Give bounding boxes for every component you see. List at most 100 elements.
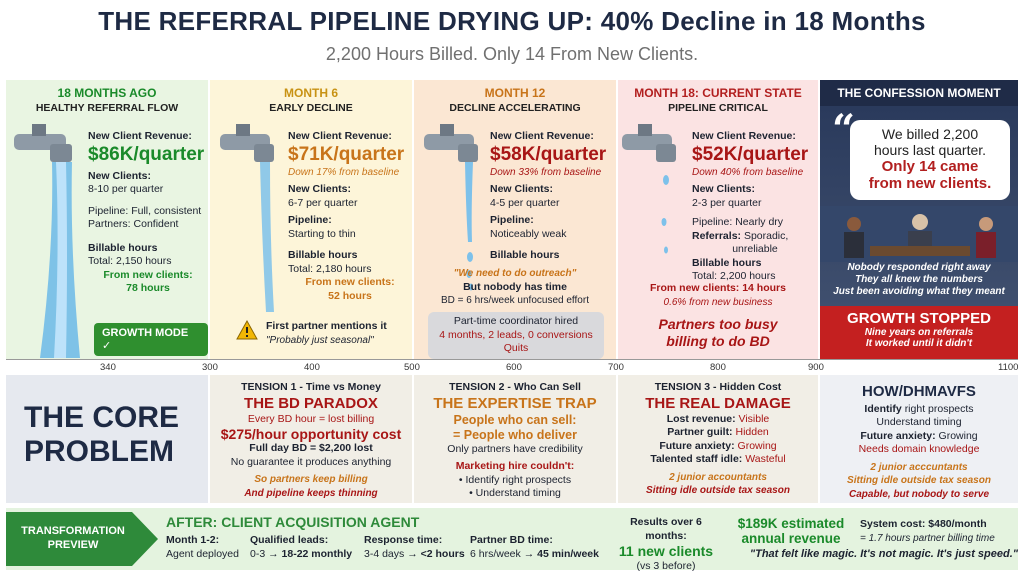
- arrow-line-2: PREVIEW: [47, 539, 99, 551]
- transformation-title: AFTER: CLIENT ACQUISITION AGENT: [166, 514, 420, 530]
- results-sub: (vs 3 before): [636, 560, 696, 572]
- bd-text: BD = 6 hrs/week unfocused effort: [441, 295, 589, 306]
- speech-bubble: We billed 2,200 hours last quarter. Only…: [850, 120, 1010, 200]
- timeline-axis: [6, 359, 1018, 360]
- referrals-label: Referrals:: [692, 229, 742, 242]
- response-after: <2 hours: [420, 547, 465, 560]
- revenue-label: New Client Revenue:: [288, 130, 392, 142]
- revenue-value: $52K/quarter: [692, 143, 809, 165]
- warning-text: First partner mentions it: [266, 320, 387, 332]
- warning-icon: [236, 320, 258, 340]
- growth-stopped-box: GROWTH STOPPED Nine years on referrals I…: [820, 306, 1018, 360]
- panel-subtitle: EARLY DECLINE: [269, 102, 353, 114]
- tension-line-3: Only partners have credibility: [447, 442, 583, 455]
- caption-3: Just been avoiding what they meant: [833, 286, 1005, 297]
- busy-line-1: Partners too busy: [658, 316, 778, 332]
- decline-text: Down 40% from baseline: [692, 166, 804, 178]
- tension-line-4: Marketing hire couldn't:: [455, 460, 575, 472]
- billable-label: Billable hours: [88, 241, 158, 254]
- panel-title: MONTH 18: CURRENT STATE: [634, 86, 802, 100]
- month-value: Agent deployed: [166, 547, 239, 560]
- tension-line-1: Every BD hour = lost billing: [247, 412, 375, 425]
- revenue-line-1: $189K estimated: [737, 516, 845, 531]
- clients-label: New Clients:: [692, 183, 756, 195]
- panel-18-months-ago: 18 MONTHS AGO HEALTHY REFERRAL FLOW New …: [6, 80, 208, 360]
- leads-after: 18-22 monthly: [281, 547, 353, 560]
- pipeline-value: Starting to thin: [288, 227, 356, 240]
- damage-key: Talented staff idle:: [650, 453, 743, 465]
- tension-title: THE REAL DAMAGE: [645, 394, 791, 412]
- tension-title: THE EXPERTISE TRAP: [433, 394, 597, 412]
- page-subtitle: 2,200 Hours Billed. Only 14 From New Cli…: [325, 44, 699, 64]
- month-label: Month 1-2:: [166, 534, 220, 546]
- clients-label: New Clients:: [490, 183, 554, 195]
- quote-mark-icon: “: [832, 106, 856, 153]
- results-label: Results over 6 months:: [630, 516, 702, 542]
- total-hours: Total: 2,150 hours: [88, 255, 172, 267]
- tick-label: 340: [100, 362, 116, 373]
- billable-label: Billable hours: [490, 249, 560, 261]
- tick-label: 400: [304, 362, 320, 373]
- response-label: Response time:: [364, 534, 443, 546]
- revenue-value: $86K/quarter: [88, 143, 205, 165]
- no-time-text: But nobody has time: [463, 280, 567, 293]
- tension-label: TENSION 1 - Time vs Money: [241, 381, 381, 393]
- panel-month-6: MONTH 6 EARLY DECLINE New Client Revenue…: [210, 80, 412, 360]
- bd-time-before: 6 hrs/week →: [470, 547, 538, 560]
- quote-line-1: We billed 2,200: [881, 126, 979, 142]
- clients-label: New Clients:: [88, 169, 152, 182]
- clients-value: 2-3 per quarter: [692, 196, 762, 209]
- tension-line-2: = People who deliver: [453, 427, 577, 442]
- revenue-line-2: annual revenue: [741, 531, 841, 546]
- from-new-value: 52 hours: [328, 289, 372, 302]
- core-line-2: PROBLEM: [24, 435, 174, 468]
- stopped-line-2: It worked until it didn't: [865, 338, 973, 349]
- tension-line-2: $275/hour opportunity cost: [220, 426, 402, 442]
- quote-line-2: hours last quarter.: [873, 142, 987, 158]
- pct-new-text: 0.6% from new business: [663, 296, 773, 308]
- tick-label: 1100: [998, 362, 1019, 373]
- tension-line-3: Full day BD = $2,200 lost: [249, 442, 373, 454]
- tension-line-6: Sitting idle outside tax season: [847, 475, 991, 486]
- clients-value: 4-5 per quarter: [490, 196, 560, 209]
- tension-label: TENSION 2 - Who Can Sell: [449, 381, 581, 393]
- from-new-text: From new clients: 14 hours: [650, 282, 786, 294]
- tension-line-4: Needs domain knowledge: [858, 443, 980, 455]
- arrow-line-1: TRANSFORMATION: [21, 525, 125, 537]
- coordinator-title: Part-time coordinator hired: [453, 315, 579, 327]
- meeting-scene-illustration: [820, 206, 1018, 262]
- line-key: Future anxiety:: [860, 429, 936, 442]
- panel-subtitle: PIPELINE CRITICAL: [668, 102, 768, 114]
- quote-line-4: from new clients.: [868, 175, 992, 192]
- busy-line-2: billing to do BD: [666, 333, 770, 349]
- pipeline-value: Noticeably weak: [490, 227, 567, 240]
- line-value: Growing: [938, 429, 978, 442]
- damage-value: Visible: [738, 412, 770, 425]
- damage-key: Lost revenue:: [666, 412, 736, 425]
- tension-label: TENSION 3 - Hidden Cost: [654, 381, 782, 393]
- damage-value: Hidden: [735, 426, 769, 438]
- revenue-label: New Client Revenue:: [692, 130, 796, 142]
- results-value: 11 new clients: [618, 543, 714, 559]
- tension-line-5: • Identify right prospects: [458, 473, 572, 486]
- coordinator-quit: Quits: [503, 342, 529, 354]
- outreach-quote: "We need to do outreach": [453, 268, 577, 279]
- tension-line-6: • Understand timing: [469, 487, 561, 499]
- panel-month-18: MONTH 18: CURRENT STATE PIPELINE CRITICA…: [618, 80, 818, 360]
- revenue-value: $58K/quarter: [490, 143, 607, 165]
- billable-label: Billable hours: [692, 256, 762, 269]
- tension-line-5: So partners keep billing: [254, 474, 368, 485]
- total-hours: Total: 2,180 hours: [288, 262, 372, 275]
- faucet-dry-icon: [622, 124, 676, 254]
- stopped-line-1: Nine years on referrals: [864, 327, 974, 338]
- transformation-bar: [6, 508, 1018, 570]
- line-key: Identify: [864, 402, 902, 415]
- from-new-label: From new clients:: [305, 276, 395, 288]
- tension-line-2: Understand timing: [876, 416, 962, 428]
- from-new-value: 78 hours: [126, 282, 170, 294]
- closing-quote: "That felt like magic. It's not magic. I…: [749, 548, 1018, 560]
- tension-line-6: Sitting idle outside tax season: [646, 485, 790, 496]
- coordinator-detail: 4 months, 2 leads, 0 conversions: [439, 328, 593, 341]
- tension-2-box: TENSION 2 - Who Can Sell THE EXPERTISE T…: [414, 375, 616, 503]
- tick-label: 300: [202, 362, 218, 373]
